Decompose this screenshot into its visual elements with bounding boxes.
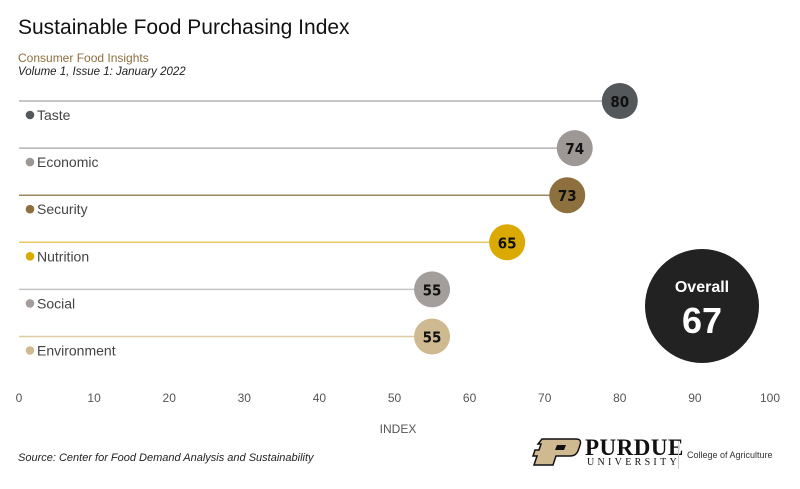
legend-dot <box>25 299 35 308</box>
category-label: Social <box>37 295 75 311</box>
source-note: Source: Center for Food Demand Analysis … <box>18 452 314 464</box>
data-label: 65 <box>498 234 517 252</box>
purdue-wordmark: PURDUE <box>585 435 684 460</box>
lollipop-point <box>601 83 638 119</box>
overall-circle <box>645 249 759 363</box>
x-tick-label: 20 <box>163 391 177 405</box>
lollipop-point <box>549 177 586 214</box>
legend-dot <box>25 346 35 355</box>
overall-label: Overall <box>675 279 729 296</box>
category-label: Nutrition <box>37 248 89 264</box>
x-tick-label: 40 <box>313 391 327 405</box>
x-tick-label: 0 <box>16 391 23 405</box>
x-tick-label: 10 <box>87 391 101 405</box>
college-label: College of Agriculture <box>687 450 773 460</box>
x-tick-label: 60 <box>463 391 477 405</box>
data-label: 55 <box>423 329 442 347</box>
overall-value: 67 <box>682 300 722 341</box>
data-label: 80 <box>610 93 629 111</box>
x-tick-label: 80 <box>613 391 627 405</box>
lollipop-point <box>489 224 526 261</box>
purdue-p-logo-icon <box>532 438 582 466</box>
issue-label: Volume 1, Issue 1: January 2022 <box>18 66 186 78</box>
category-label: Taste <box>37 107 71 123</box>
x-tick-label: 100 <box>760 391 780 405</box>
legend-dot <box>25 204 35 214</box>
legend-dot <box>25 110 35 120</box>
chart-subtitle: Consumer Food Insights <box>18 51 149 65</box>
x-tick-label: 90 <box>688 391 702 405</box>
logo-divider <box>678 441 679 469</box>
category-label: Environment <box>37 343 116 359</box>
university-wordmark: UNIVERSITY <box>587 457 680 468</box>
data-label: 73 <box>558 187 577 205</box>
x-tick-label: 50 <box>388 391 402 405</box>
category-label: Security <box>37 201 88 217</box>
lollipop-point <box>414 271 451 308</box>
data-label: 74 <box>565 140 584 158</box>
x-tick-label: 30 <box>238 391 252 405</box>
x-tick-label: 70 <box>538 391 552 405</box>
lollipop-point <box>556 130 593 167</box>
lollipop-point <box>414 318 451 355</box>
category-label: Economic <box>37 154 98 170</box>
legend-dot <box>25 251 35 261</box>
x-axis-label: INDEX <box>380 422 417 436</box>
chart-title: Sustainable Food Purchasing Index <box>18 16 350 39</box>
legend-dot <box>25 157 35 167</box>
data-label: 55 <box>423 281 442 299</box>
